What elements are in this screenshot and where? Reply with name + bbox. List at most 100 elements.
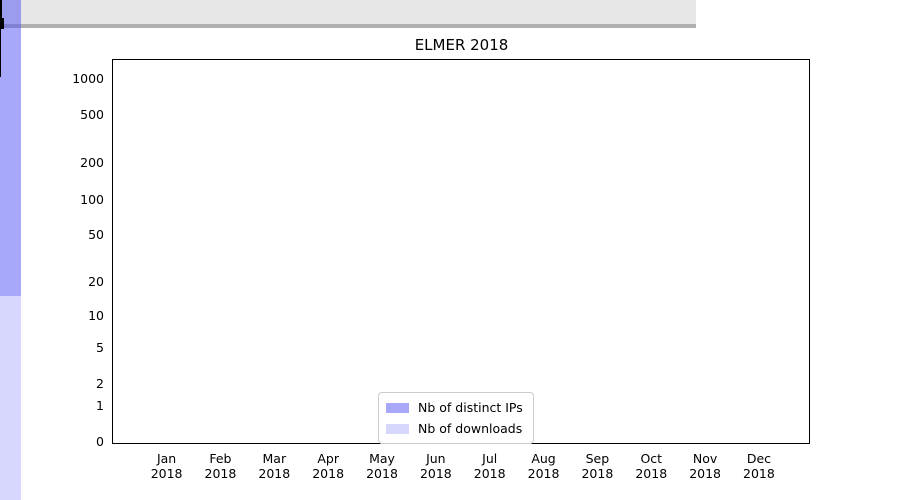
x-tick-label-month: Oct — [640, 451, 663, 466]
gridline-minor — [0, 21, 696, 22]
x-tick-label-month: Aug — [531, 451, 556, 466]
bar-downloads — [0, 296, 22, 500]
legend-item-downloads: Nb of downloads — [386, 418, 523, 439]
x-tick-label-year: 2018 — [419, 466, 452, 481]
gridline-minor — [0, 5, 696, 6]
y-tick-mark — [0, 23, 4, 24]
y-minor-tick-mark — [0, 6, 2, 7]
y-tick-mark — [0, 26, 4, 27]
legend-swatch-downloads-icon — [386, 423, 409, 434]
x-tick-label-month: Sep — [585, 451, 610, 466]
y-minor-tick-mark — [0, 9, 2, 10]
y-minor-tick-mark — [0, 10, 2, 11]
y-minor-tick-mark — [0, 16, 2, 17]
x-tick-label-year: 2018 — [258, 466, 291, 481]
y-tick-label: 500 — [80, 107, 104, 123]
gridline-major — [0, 26, 696, 27]
y-tick-mark — [0, 20, 4, 21]
gridline-minor — [0, 17, 696, 18]
x-tick-mark — [0, 65, 1, 69]
legend-swatch-ips-icon — [386, 402, 409, 413]
x-tick-mark — [0, 73, 1, 77]
x-tick-label-month: Nov — [692, 451, 718, 466]
gridline-minor — [0, 15, 696, 16]
x-tick-label-year: 2018 — [150, 466, 183, 481]
gridline-minor — [0, 22, 696, 23]
y-tick-label: 50 — [88, 227, 104, 243]
y-tick-label: 20 — [88, 274, 104, 290]
x-tick-label-year: 2018 — [473, 466, 506, 481]
gridline-minor — [0, 20, 696, 21]
x-tick-mark — [0, 57, 1, 61]
y-tick-mark — [0, 24, 4, 25]
x-tick-mark — [0, 53, 1, 57]
y-minor-tick-mark — [0, 13, 2, 14]
gridline-minor — [0, 11, 696, 12]
x-tick-mark — [0, 69, 1, 73]
gridline-minor — [0, 12, 696, 13]
y-tick-mark — [0, 28, 4, 29]
gridline-minor — [0, 2, 696, 3]
y-minor-tick-mark — [0, 7, 2, 8]
gridline-minor — [0, 13, 696, 14]
x-tick-label-year: 2018 — [366, 466, 398, 481]
gridline-minor — [0, 19, 696, 20]
y-tick-label: 1 — [96, 397, 104, 413]
x-tick-label-month: Feb — [209, 451, 232, 466]
y-tick-mark — [0, 25, 4, 26]
x-tick-mark — [0, 49, 1, 53]
y-tick-mark — [0, 27, 4, 28]
x-tick-label-year: 2018 — [743, 466, 775, 481]
y-minor-tick-mark — [0, 14, 2, 15]
x-tick-mark — [0, 61, 1, 65]
y-minor-tick-mark — [0, 8, 2, 9]
x-tick-mark — [0, 37, 1, 41]
y-tick-label: 1000 — [72, 71, 104, 86]
gridline-minor — [0, 10, 696, 11]
y-tick-label: 200 — [80, 155, 104, 171]
x-tick-label-month: Jan — [156, 451, 177, 466]
gridline-minor — [0, 0, 696, 1]
gridline-minor — [0, 7, 696, 8]
x-tick-mark — [0, 29, 1, 33]
y-tick-label: 0 — [96, 434, 104, 449]
gridline-minor — [0, 3, 696, 4]
chart-title: ELMER 2018 — [414, 36, 509, 54]
gridline-minor — [0, 18, 696, 19]
y-minor-tick-mark — [0, 2, 2, 3]
gridline-minor — [0, 4, 696, 5]
y-minor-tick-mark — [0, 15, 2, 16]
bar-ips — [0, 0, 22, 297]
y-minor-tick-mark — [0, 3, 2, 4]
y-tick-label: 100 — [80, 191, 104, 207]
x-tick-mark — [0, 45, 1, 49]
gridline-minor — [0, 9, 696, 10]
x-tick-label-month: Mar — [262, 451, 287, 466]
x-tick-label-month: Apr — [317, 451, 339, 466]
gridline-minor — [0, 8, 696, 9]
y-minor-tick-mark — [0, 4, 2, 5]
x-tick-label-year: 2018 — [689, 466, 721, 481]
y-minor-tick-mark — [0, 17, 2, 18]
gridline-minor — [0, 16, 696, 17]
x-tick-label-year: 2018 — [581, 466, 614, 481]
x-tick-label-month: Dec — [746, 451, 772, 466]
y-tick-mark — [0, 19, 4, 20]
y-minor-tick-mark — [0, 12, 2, 13]
x-tick-label-month: Jun — [426, 451, 446, 466]
legend: Nb of distinct IPs Nb of downloads — [378, 392, 534, 444]
x-tick-mark — [0, 41, 1, 45]
gridline-minor — [0, 1, 696, 2]
x-tick-label-month: Jul — [482, 451, 498, 466]
y-tick-mark — [0, 21, 4, 22]
x-tick-label-month: May — [369, 451, 395, 466]
gridline-major — [0, 25, 696, 26]
y-tick-mark — [0, 22, 4, 23]
gridline-minor — [0, 23, 696, 24]
y-tick-label: 5 — [96, 339, 104, 355]
x-tick-label-year: 2018 — [312, 466, 345, 481]
legend-item-ips: Nb of distinct IPs — [386, 397, 523, 418]
x-tick-label-year: 2018 — [527, 466, 560, 481]
gridline-minor — [0, 14, 696, 15]
